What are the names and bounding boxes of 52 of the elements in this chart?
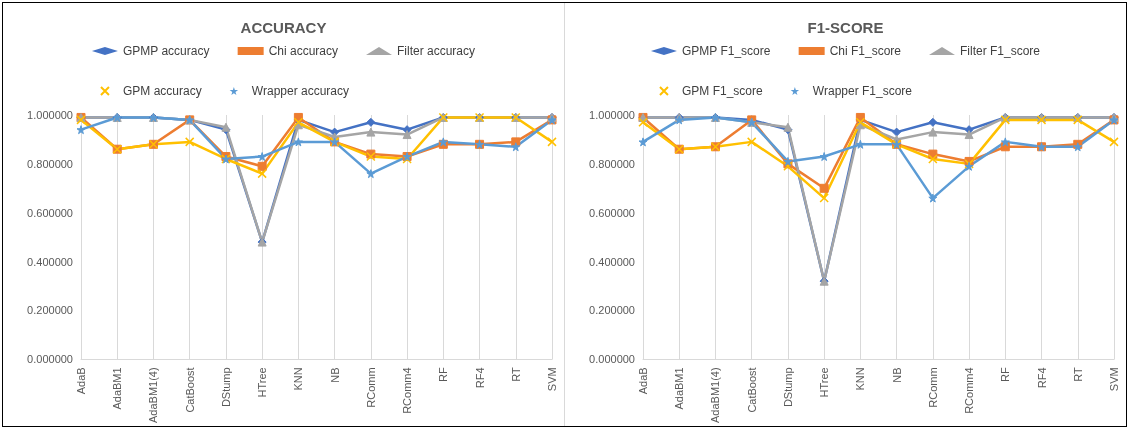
legend-label: GPMP F1_score bbox=[681, 44, 771, 58]
x-tick-label: DStump bbox=[219, 367, 232, 408]
x-tick-label: HTree bbox=[256, 367, 269, 398]
y-tick-label: 0.000000 bbox=[27, 353, 73, 366]
x-tick-label: RComm4 bbox=[401, 367, 414, 414]
y-tick-label: 0.600000 bbox=[589, 206, 635, 219]
y-tick-label: 0.400000 bbox=[27, 255, 73, 268]
x-tick-label: AdaBM1(4) bbox=[147, 367, 160, 424]
legend-label: Filter F1_score bbox=[960, 44, 1041, 58]
y-tick-label: 0.400000 bbox=[589, 255, 635, 268]
x-tick-label: RT bbox=[509, 367, 522, 382]
x-tick-label: NB bbox=[328, 367, 341, 383]
legend-label: Wrapper F1_score bbox=[812, 84, 913, 98]
x-tick-label: RF bbox=[437, 367, 450, 383]
x-tick-label: CatBoost bbox=[745, 367, 758, 413]
y-tick-label: 0.200000 bbox=[27, 304, 73, 317]
chart-title: ACCURACY bbox=[240, 19, 327, 36]
y-tick-label: 0.000000 bbox=[589, 353, 635, 366]
x-tick-label: DStump bbox=[781, 367, 794, 408]
x-tick-label: KNN bbox=[292, 367, 305, 391]
y-tick-label: 1.000000 bbox=[589, 109, 635, 121]
legend-label: Chi F1_score bbox=[829, 44, 902, 58]
x-tick-label: SVM bbox=[546, 367, 558, 392]
x-tick-label: AdaB bbox=[637, 367, 649, 395]
x-tick-label: RComm bbox=[926, 367, 939, 408]
x-tick-label: RF4 bbox=[473, 367, 486, 389]
x-tick-label: HTree bbox=[818, 367, 831, 398]
y-tick-label: 0.200000 bbox=[589, 304, 635, 317]
legend-label: GPM F1_score bbox=[681, 84, 763, 98]
x-tick-label: RT bbox=[1071, 367, 1084, 382]
x-tick-label: SVM bbox=[1108, 367, 1120, 392]
x-tick-label: AdaBM1 bbox=[673, 367, 686, 410]
legend-label: Filter accuracy bbox=[397, 44, 476, 58]
legend-label: GPM accuracy bbox=[122, 84, 202, 98]
chart-title: F1-SCORE bbox=[807, 19, 884, 36]
legend-label: Wrapper accuracy bbox=[251, 84, 350, 98]
legend-label: Chi accuracy bbox=[268, 44, 339, 58]
x-tick-label: RF bbox=[999, 367, 1012, 383]
x-tick-label: AdaBM1 bbox=[111, 367, 124, 410]
x-tick-label: NB bbox=[890, 367, 903, 383]
x-tick-label: RComm bbox=[364, 367, 377, 408]
x-tick-label: AdaB bbox=[75, 367, 87, 395]
x-tick-label: AdaBM1(4) bbox=[709, 367, 722, 424]
legend-label: GPMP accuracy bbox=[122, 44, 210, 58]
y-tick-label: 1.000000 bbox=[27, 109, 73, 121]
x-tick-label: RF4 bbox=[1035, 367, 1048, 389]
x-tick-label: CatBoost bbox=[183, 367, 196, 413]
y-tick-label: 0.800000 bbox=[589, 157, 635, 170]
x-tick-label: RComm4 bbox=[963, 367, 976, 414]
y-tick-label: 0.600000 bbox=[27, 206, 73, 219]
x-tick-label: KNN bbox=[854, 367, 867, 391]
y-tick-label: 0.800000 bbox=[27, 157, 73, 170]
